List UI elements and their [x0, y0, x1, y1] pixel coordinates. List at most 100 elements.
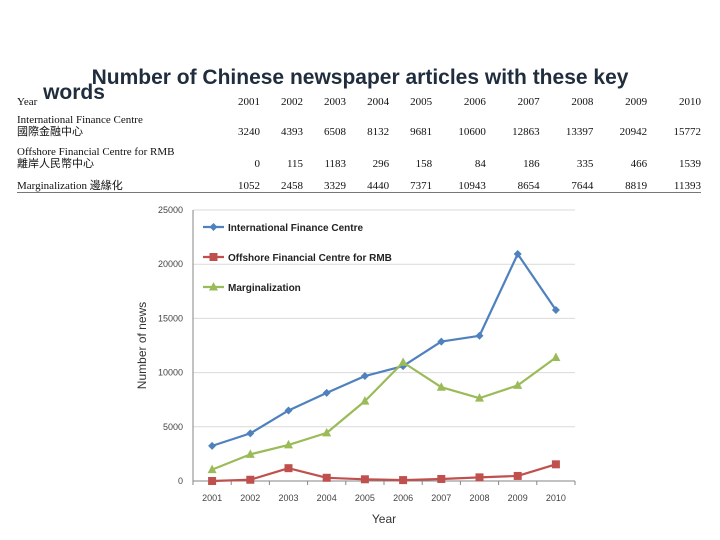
- row-label-en: International Finance Centre: [17, 114, 143, 126]
- table-cell: 8819: [593, 170, 648, 193]
- legend-label: Offshore Financial Centre for RMB: [228, 253, 392, 264]
- data-point: [398, 357, 408, 366]
- x-tick-label: 2004: [317, 493, 337, 503]
- table-cell: 1052: [217, 170, 261, 193]
- data-point: [207, 464, 217, 474]
- data-point: [513, 471, 522, 480]
- x-tick-label: 2007: [431, 493, 451, 503]
- table-header-cell: 2009: [625, 96, 648, 108]
- x-axis-title: Year: [372, 512, 396, 526]
- table-cell: 1183: [324, 158, 347, 170]
- data-point: [246, 429, 255, 438]
- chart-title: Number of Chinese newspaper articles wit…: [0, 66, 720, 112]
- data-point: [513, 380, 523, 389]
- table-cell: 9681: [410, 126, 433, 138]
- table-cell: 10600: [458, 126, 486, 138]
- data-point: [284, 439, 293, 449]
- table-cell: 335: [576, 158, 594, 170]
- data-point: [399, 476, 408, 485]
- legend-marker: [209, 223, 218, 231]
- x-tick-label: 2009: [508, 493, 528, 503]
- table-row: International Finance Centre 國際金融中心 3240 …: [17, 108, 701, 138]
- series-line-3: [211, 356, 557, 471]
- table-header-cell: 2004: [367, 96, 390, 108]
- data-point: [246, 475, 255, 484]
- table-header-cell: 2006: [463, 96, 486, 108]
- data-point: [284, 406, 293, 415]
- x-tick-label: 2006: [393, 493, 413, 503]
- y-tick-label: 0: [178, 476, 183, 486]
- table-cell: 186: [523, 158, 540, 170]
- table-cell: 296: [372, 158, 390, 170]
- table-cell: 11393: [647, 170, 701, 193]
- data-point: [551, 352, 561, 361]
- table-cell: 3240: [238, 126, 261, 138]
- x-tick-label: 2001: [202, 493, 222, 503]
- data-table: Year 2001 2002 2003 2004 2005 2006 2007 …: [17, 92, 701, 193]
- table-cell: 8132: [367, 126, 390, 138]
- x-tick-label: 2003: [278, 493, 298, 503]
- table-cell: 6508: [324, 126, 347, 138]
- data-point: [437, 337, 446, 346]
- row-label-zh: 國際金融中心: [17, 126, 83, 138]
- table-cell: 8654: [485, 170, 540, 193]
- data-point: [322, 473, 331, 482]
- table-cell: 10943: [432, 170, 486, 193]
- table-header-cell: 2003: [324, 96, 347, 108]
- x-tick-label: 2005: [355, 493, 375, 503]
- row-label-en: Offshore Financial Centre for RMB: [17, 146, 175, 158]
- table-cell: 466: [630, 158, 648, 170]
- table-header-cell: 2007: [517, 96, 540, 108]
- data-point: [208, 477, 217, 485]
- data-point: [360, 475, 369, 484]
- data-point: [475, 331, 484, 340]
- data-point: [208, 441, 217, 450]
- y-tick-label: 25000: [158, 205, 183, 215]
- data-point: [360, 396, 370, 405]
- chart-title-line-1: Number of Chinese newspaper articles wit…: [91, 66, 629, 89]
- row-label: International Finance Centre 國際金融中心: [17, 108, 217, 138]
- table-cell: 15772: [673, 126, 702, 138]
- table-header-cell: 2010: [679, 96, 701, 108]
- legend-marker: [209, 253, 218, 261]
- row-label: Marginalization 邊緣化: [17, 170, 217, 193]
- data-point: [436, 382, 446, 391]
- data-point: [437, 474, 446, 483]
- data-point: [284, 464, 293, 473]
- chart-title-line-2: words: [43, 81, 105, 104]
- y-tick-label: 5000: [163, 422, 183, 432]
- row-label-zh: 離岸人民幣中心: [17, 158, 94, 170]
- table-cell: 7644: [539, 170, 594, 193]
- table-cell: 4393: [281, 126, 304, 138]
- data-point: [360, 372, 369, 381]
- table-cell: 3329: [303, 170, 347, 193]
- legend-marker: [209, 282, 218, 291]
- table-cell: 12863: [512, 126, 540, 138]
- table-header-cell: Year: [17, 96, 38, 108]
- data-point: [245, 449, 255, 458]
- table-row: Marginalization 邊緣化 1052 2458 3329 4440 …: [17, 170, 701, 193]
- table-header-cell: 2008: [571, 96, 594, 108]
- x-tick-label: 2008: [469, 493, 489, 503]
- table-header-cell: 2002: [281, 96, 304, 108]
- x-tick-label: 2010: [546, 493, 566, 503]
- data-point: [322, 427, 332, 437]
- legend-label: Marginalization: [228, 283, 301, 294]
- series-line-1: [211, 252, 557, 447]
- data-point: [513, 249, 522, 258]
- table-cell: 158: [415, 158, 433, 170]
- table-header-cell: 2001: [238, 96, 261, 108]
- data-point: [551, 460, 560, 469]
- y-tick-label: 10000: [158, 368, 183, 378]
- table-header-row: Year 2001 2002 2003 2004 2005 2006 2007 …: [17, 92, 701, 108]
- data-point: [475, 393, 484, 402]
- table-cell: 13397: [565, 126, 594, 138]
- y-axis-title: Number of news: [135, 302, 149, 389]
- y-tick-label: 20000: [158, 259, 183, 269]
- data-point: [322, 388, 331, 397]
- data-point: [475, 473, 484, 482]
- data-point: [551, 306, 560, 315]
- x-tick-label: 2002: [240, 493, 260, 503]
- table-cell: 4440: [346, 170, 390, 193]
